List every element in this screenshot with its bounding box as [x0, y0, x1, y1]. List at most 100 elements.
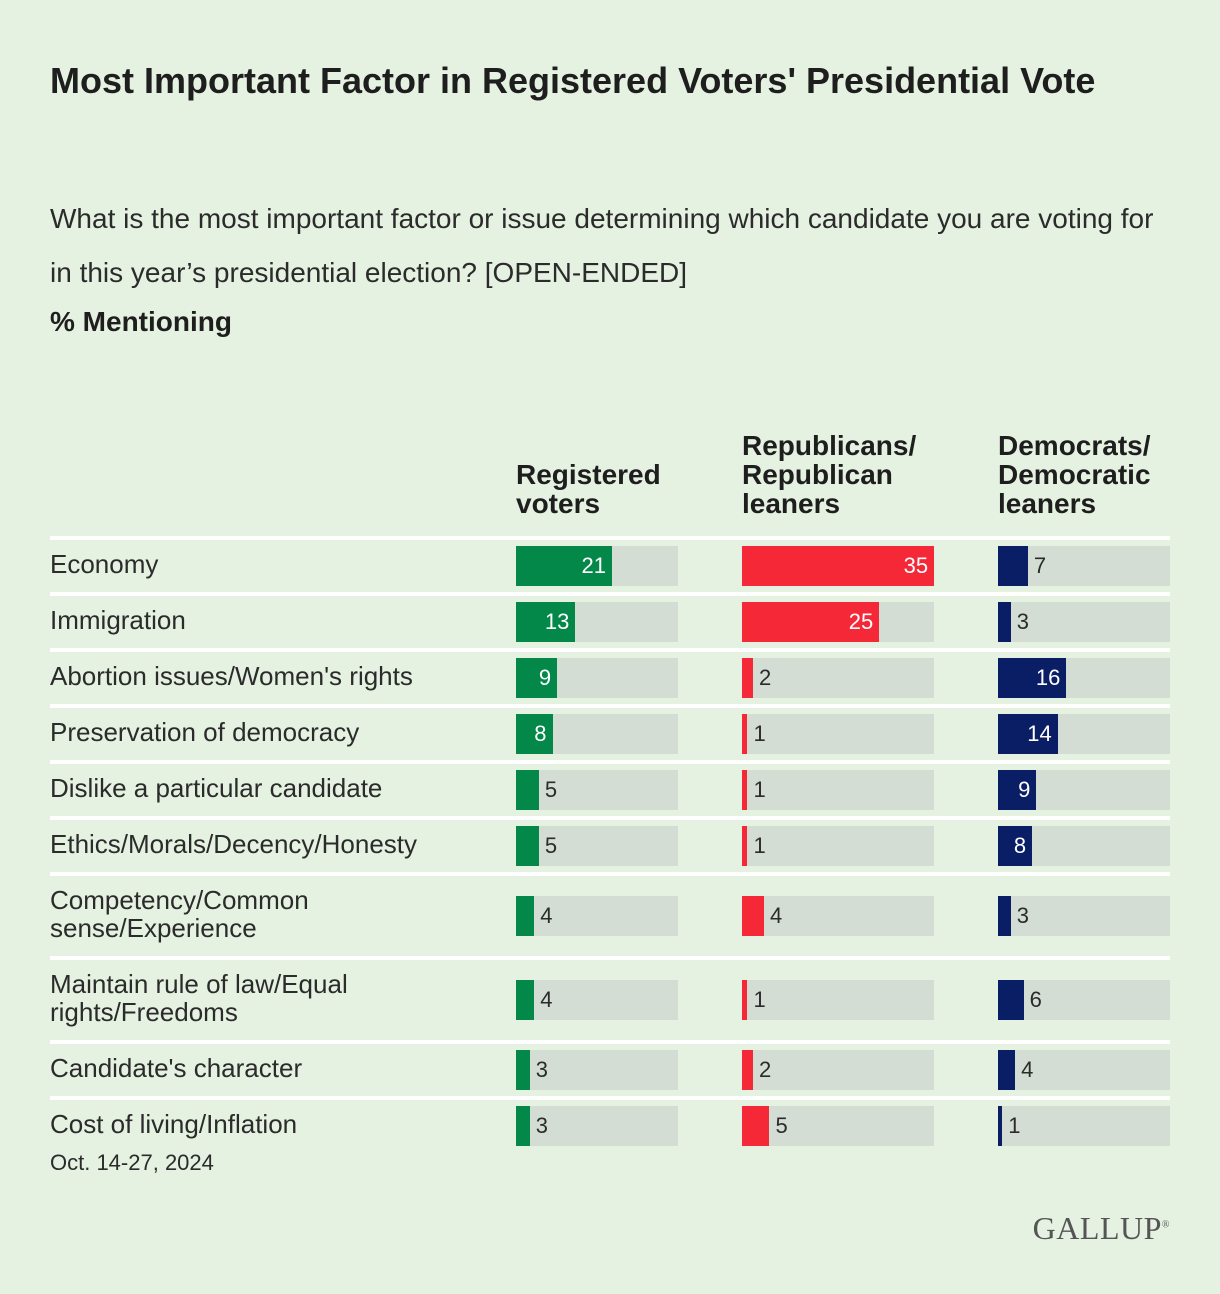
data-label: 1 — [1008, 1113, 1021, 1138]
bar-republicans — [742, 1050, 753, 1090]
registered-mark: ® — [1161, 1219, 1170, 1231]
row-separator — [50, 592, 1170, 596]
data-label: 3 — [1016, 609, 1030, 634]
data-label: 5 — [775, 1113, 788, 1138]
bar-registered — [516, 980, 535, 1020]
bar-republicans — [742, 980, 748, 1020]
row-separator — [50, 872, 1170, 876]
unit-label: % Mentioning — [50, 306, 232, 337]
data-label: 35 — [903, 553, 929, 578]
category-label: Competency/Common sense/Experience — [50, 885, 309, 943]
row-separator — [50, 1096, 1170, 1100]
bar-republicans — [742, 896, 764, 936]
category-label: Maintain rule of law/Equal rights/Freedo… — [50, 969, 348, 1027]
bar-track — [742, 896, 934, 936]
bar-track — [998, 1106, 1170, 1146]
bar-track — [998, 602, 1170, 642]
data-label: 4 — [1021, 1057, 1034, 1082]
bar-track — [742, 770, 934, 810]
data-label: 8 — [534, 721, 547, 746]
bar-democrats — [998, 1050, 1016, 1090]
bar-track — [516, 980, 678, 1020]
row-separator — [50, 648, 1170, 652]
data-label: 14 — [1027, 721, 1052, 746]
column-header-registered: Registered voters — [516, 459, 661, 519]
category-label: Ethics/Morals/Decency/Honesty — [50, 829, 418, 859]
category-label: Immigration — [50, 605, 186, 635]
bar-democrats — [998, 826, 1033, 866]
bar-democrats — [998, 546, 1028, 586]
data-label: 5 — [544, 777, 558, 802]
data-label: 4 — [769, 903, 783, 928]
bar-registered — [516, 1050, 530, 1090]
category-label: Candidate's character — [50, 1053, 303, 1083]
column-header-republicans: Republicans/ Republican leaners — [742, 430, 917, 519]
category-label: Preservation of democracy — [50, 717, 360, 747]
data-label: 1 — [753, 777, 766, 802]
bar-republicans — [742, 658, 753, 698]
data-label: 2 — [758, 1057, 772, 1082]
bar-track — [516, 1050, 678, 1090]
gallup-logo: GALLUP® — [1033, 1210, 1170, 1247]
bar-republicans — [742, 546, 935, 586]
data-label: 7 — [1033, 553, 1047, 578]
bar-democrats — [998, 980, 1024, 1020]
row-separator — [50, 1040, 1170, 1044]
bar-track — [516, 896, 678, 936]
bar-democrats — [998, 1106, 1003, 1146]
data-label: 1 — [753, 721, 766, 746]
data-label: 9 — [1018, 777, 1031, 802]
bar-democrats — [998, 714, 1058, 754]
bar-democrats — [998, 658, 1067, 698]
bar-registered — [516, 658, 558, 698]
chart-subtitle: What is the most important factor or iss… — [50, 203, 1154, 288]
category-label: Economy — [50, 549, 159, 579]
data-label: 8 — [1013, 833, 1027, 858]
column-header-democrats: Democrats/ Democratic leaners — [998, 430, 1151, 519]
data-label: 1 — [753, 987, 766, 1012]
bar-republicans — [742, 602, 880, 642]
bar-democrats — [998, 770, 1037, 810]
bar-registered — [516, 714, 553, 754]
row-separator — [50, 704, 1170, 708]
category-label: Abortion issues/Women's rights — [50, 661, 413, 691]
chart-title: Most Important Factor in Registered Vote… — [50, 60, 1096, 101]
bar-republicans — [742, 1106, 770, 1146]
data-label: 13 — [544, 609, 570, 634]
data-label: 9 — [538, 665, 552, 690]
row-separator — [50, 536, 1170, 540]
data-label: 1 — [753, 833, 766, 858]
bar-republicans — [742, 714, 748, 754]
bar-registered — [516, 602, 576, 642]
bar-registered — [516, 770, 539, 810]
data-label: 21 — [581, 553, 606, 578]
data-label: 6 — [1029, 987, 1042, 1012]
bar-track — [998, 1050, 1170, 1090]
data-label: 5 — [544, 833, 558, 858]
row-separator — [50, 816, 1170, 820]
bar-republicans — [742, 770, 748, 810]
bar-registered — [516, 826, 539, 866]
bar-democrats — [998, 602, 1011, 642]
data-label: 25 — [848, 609, 874, 634]
category-label: Cost of living/Inflation — [50, 1109, 298, 1139]
row-separator — [50, 760, 1170, 764]
bar-track — [742, 980, 934, 1020]
data-label: 2 — [758, 665, 772, 690]
bar-track — [516, 826, 678, 866]
data-label: 4 — [540, 987, 553, 1012]
bar-democrats — [998, 896, 1011, 936]
data-label: 4 — [540, 903, 553, 928]
category-label: Dislike a particular candidate — [50, 773, 383, 803]
bar-track — [998, 896, 1170, 936]
data-label: 16 — [1035, 665, 1061, 690]
bar-registered — [516, 546, 612, 586]
bar-republicans — [742, 826, 748, 866]
logo-text: GALLUP — [1032, 1210, 1162, 1246]
bar-track — [516, 770, 678, 810]
bar-track — [742, 714, 934, 754]
bar-registered — [516, 1106, 530, 1146]
footnote-date: Oct. 14-27, 2024 — [50, 1150, 214, 1175]
bar-track — [516, 1106, 678, 1146]
bar-track — [998, 980, 1170, 1020]
